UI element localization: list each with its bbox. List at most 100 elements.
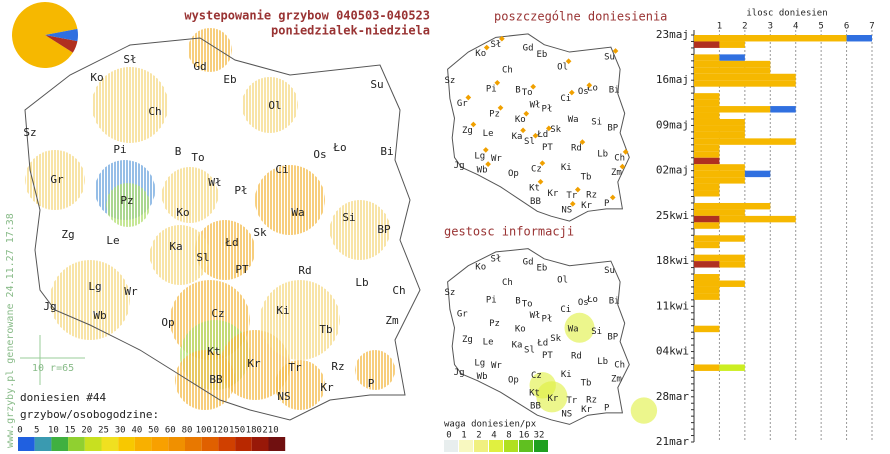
city-label: Sz: [23, 126, 36, 139]
city-label: To: [522, 88, 533, 98]
city-label: B: [515, 85, 520, 95]
bar: [694, 254, 745, 262]
heat-blob: [275, 360, 325, 410]
bar: [694, 60, 771, 68]
city-label: Sl: [196, 251, 209, 264]
report-marker: [612, 48, 619, 54]
city-label: Lg: [88, 280, 101, 293]
legend-swatch: [251, 437, 269, 451]
scale-note: 10 r=65: [32, 363, 74, 374]
bar: [694, 164, 745, 171]
city-label: Ki: [561, 163, 572, 173]
city-label: To: [191, 151, 204, 164]
city-label: Rz: [586, 396, 597, 406]
city-label: Kt: [529, 183, 540, 193]
report-marker: [586, 82, 593, 89]
heat-blob: [195, 220, 255, 280]
city-label: Ch: [502, 278, 513, 288]
pie-slice: [45, 35, 78, 53]
x-tick-label: 2: [742, 22, 747, 32]
city-label: Tb: [319, 323, 332, 336]
city-label: Tb: [581, 173, 592, 183]
city-label: NS: [561, 205, 572, 215]
density-blob: [564, 312, 595, 343]
weight-swatch: [534, 440, 548, 452]
city-label: Le: [483, 338, 494, 348]
bar: [694, 106, 771, 113]
city-label: B: [175, 145, 182, 158]
city-label: Jg: [454, 161, 465, 171]
city-label: Sl: [524, 345, 535, 355]
bar: [719, 364, 745, 371]
y-tick-label: 28mar: [656, 390, 689, 403]
bar: [694, 35, 847, 42]
bar: [719, 54, 745, 61]
pie-slice: [45, 28, 79, 42]
city-label: Łd: [536, 130, 548, 140]
bar: [694, 112, 720, 119]
bar: [719, 261, 745, 268]
legend-tick: 40: [131, 426, 142, 436]
legend-swatch: [151, 437, 169, 451]
weight-tick: 0: [446, 431, 451, 441]
report-marker: [569, 201, 576, 207]
city-label: Ch: [502, 66, 513, 76]
legend-tick: 0: [17, 426, 22, 436]
legend-tick: 210: [262, 426, 278, 436]
bar: [694, 93, 720, 100]
city-label: Gd: [523, 258, 534, 268]
pie-slice: [12, 2, 78, 69]
bar: [694, 151, 720, 158]
y-tick-label: 21mar: [656, 435, 689, 448]
city-label: Wb: [477, 166, 488, 176]
legend-tick: 80: [182, 426, 193, 436]
city-label: Wa: [568, 325, 579, 335]
city-label: Sł: [123, 53, 136, 66]
city-label: Zg: [462, 335, 473, 345]
bar: [694, 202, 771, 210]
city-label: Si: [591, 118, 602, 128]
bar: [694, 80, 796, 87]
weight-tick: 1: [461, 431, 466, 441]
city-label: Bi: [609, 297, 620, 307]
city-label: Ko: [90, 71, 103, 84]
density-blob: [529, 372, 556, 399]
x-tick-label: 5: [818, 22, 823, 32]
city-label: Ki: [561, 370, 572, 380]
city-label: PT: [235, 263, 249, 276]
city-label: Rd: [571, 351, 582, 361]
city-label: Pł: [542, 104, 553, 114]
city-label: BB: [530, 402, 541, 412]
city-label: BP: [607, 124, 618, 134]
bar: [770, 106, 796, 113]
city-label: Sk: [550, 334, 561, 344]
city-label: Sz: [444, 76, 455, 86]
x-tick-label: 1: [717, 22, 722, 32]
legend-swatch: [168, 437, 185, 451]
report-marker: [465, 94, 472, 101]
heat-blob: [330, 200, 390, 260]
city-label: Sk: [550, 125, 561, 135]
city-label: Ci: [560, 305, 571, 315]
city-label: Ka: [512, 340, 523, 350]
city-label: Su: [604, 52, 615, 62]
bar: [694, 364, 720, 371]
weight-swatch: [519, 440, 533, 452]
city-label: Os: [578, 298, 589, 308]
legend-tick: 100: [196, 426, 212, 436]
city-label: Wb: [93, 309, 106, 322]
heat-blob: [255, 165, 325, 235]
outlines: [24, 33, 658, 425]
city-label: Pi: [486, 84, 497, 94]
city-label: Jg: [454, 368, 465, 378]
heat-blob: [106, 183, 150, 227]
legend-tick: 150: [229, 426, 245, 436]
city-label: Ko: [515, 115, 526, 125]
city-label: Lg: [474, 359, 485, 369]
bar: [694, 67, 771, 74]
report-marker: [532, 132, 539, 139]
bar: [694, 280, 745, 287]
report-marker: [530, 83, 537, 90]
city-label: Wł: [530, 311, 541, 321]
